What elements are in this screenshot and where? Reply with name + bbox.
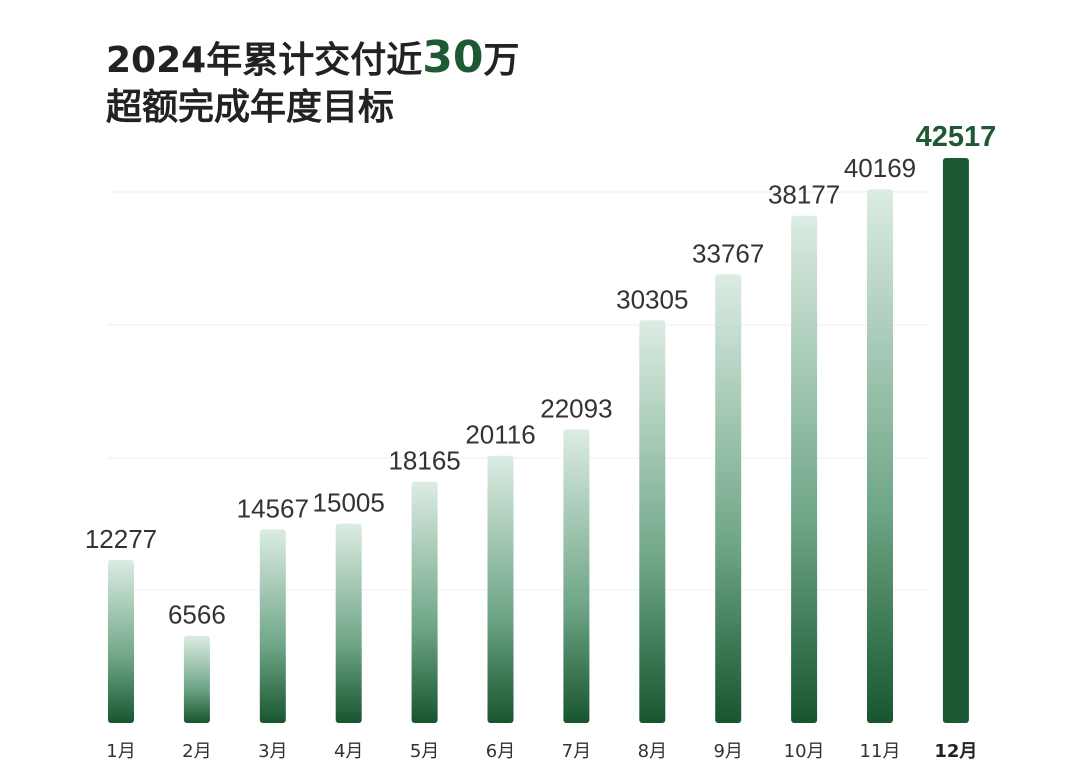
x-axis-tick-labels: 1月 2月 3月 4月 5月 6月 7月 8月 9月 10月 11月 12月 (106, 741, 977, 762)
bar-3月 (259, 529, 286, 723)
bar-11月 (867, 189, 893, 723)
chart-title-line1: 2024年累计交付近30万 (106, 36, 519, 80)
x-tick-label-4月: 4月 (334, 741, 363, 762)
bar-4月 (335, 523, 362, 723)
value-label-3月: 14567 (237, 493, 309, 523)
value-label-11月: 40169 (844, 153, 916, 183)
value-label-7月: 22093 (540, 393, 612, 423)
value-label-10月: 38177 (768, 180, 840, 210)
bar-7月 (563, 429, 590, 723)
x-tick-label-7月: 7月 (562, 741, 591, 762)
x-tick-label-5月: 5月 (410, 741, 439, 762)
x-tick-label-8月: 8月 (638, 741, 667, 762)
x-tick-label-2月: 2月 (182, 741, 211, 762)
x-tick-label-10月: 10月 (784, 741, 825, 762)
bar-1月 (108, 559, 134, 723)
bar-5月 (411, 481, 438, 723)
x-tick-label-3月: 3月 (258, 741, 287, 762)
bar-6月 (487, 455, 514, 723)
bar-8月 (639, 320, 666, 723)
value-label-5月: 18165 (388, 446, 460, 476)
title-suffix: 万 (483, 40, 520, 81)
title-prefix: 2024年累计交付近 (106, 40, 423, 81)
value-label-2月: 6566 (168, 600, 226, 630)
value-label-8月: 30305 (616, 284, 688, 314)
bar-12月 (942, 158, 969, 723)
x-tick-label-1月: 1月 (106, 741, 135, 762)
bars (108, 158, 969, 723)
value-label-6月: 20116 (465, 420, 535, 450)
bar-2月 (183, 635, 210, 723)
title-highlight-number: 30 (422, 32, 484, 83)
x-tick-label-12月: 12月 (934, 741, 977, 762)
value-label-9月: 33767 (692, 238, 764, 268)
chart-title-line2: 超额完成年度目标 (106, 87, 395, 128)
bar-10月 (791, 215, 818, 723)
x-tick-label-11月: 11月 (860, 741, 901, 762)
x-tick-label-9月: 9月 (713, 741, 742, 762)
x-tick-label-6月: 6月 (486, 741, 515, 762)
bar-9月 (715, 274, 742, 723)
value-label-4月: 15005 (313, 488, 385, 518)
value-label-12月: 42517 (916, 121, 997, 153)
value-label-1月: 12277 (85, 524, 157, 554)
